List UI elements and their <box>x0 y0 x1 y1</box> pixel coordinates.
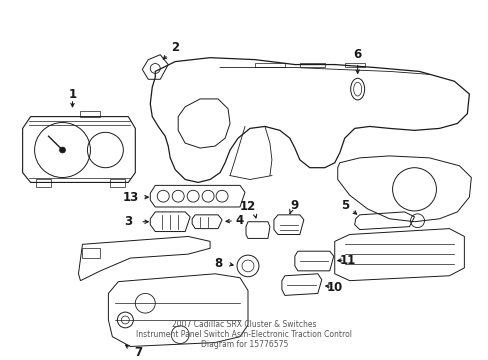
Text: 1: 1 <box>68 87 77 100</box>
Text: 3: 3 <box>124 215 132 228</box>
Text: 7: 7 <box>134 346 142 359</box>
Text: 5: 5 <box>340 198 348 212</box>
Text: 13: 13 <box>122 191 138 204</box>
Text: 8: 8 <box>214 257 222 270</box>
Text: 6: 6 <box>353 48 361 61</box>
Text: 10: 10 <box>326 281 342 294</box>
Circle shape <box>60 147 65 153</box>
Text: 4: 4 <box>235 214 244 227</box>
Text: 12: 12 <box>240 201 256 213</box>
Text: 11: 11 <box>339 253 355 266</box>
Text: 2007 Cadillac SRX Cluster & Switches
Instrument Panel Switch Asm-Electronic Trac: 2007 Cadillac SRX Cluster & Switches Ins… <box>136 320 352 350</box>
Text: 9: 9 <box>290 198 298 212</box>
Text: 2: 2 <box>171 41 179 54</box>
